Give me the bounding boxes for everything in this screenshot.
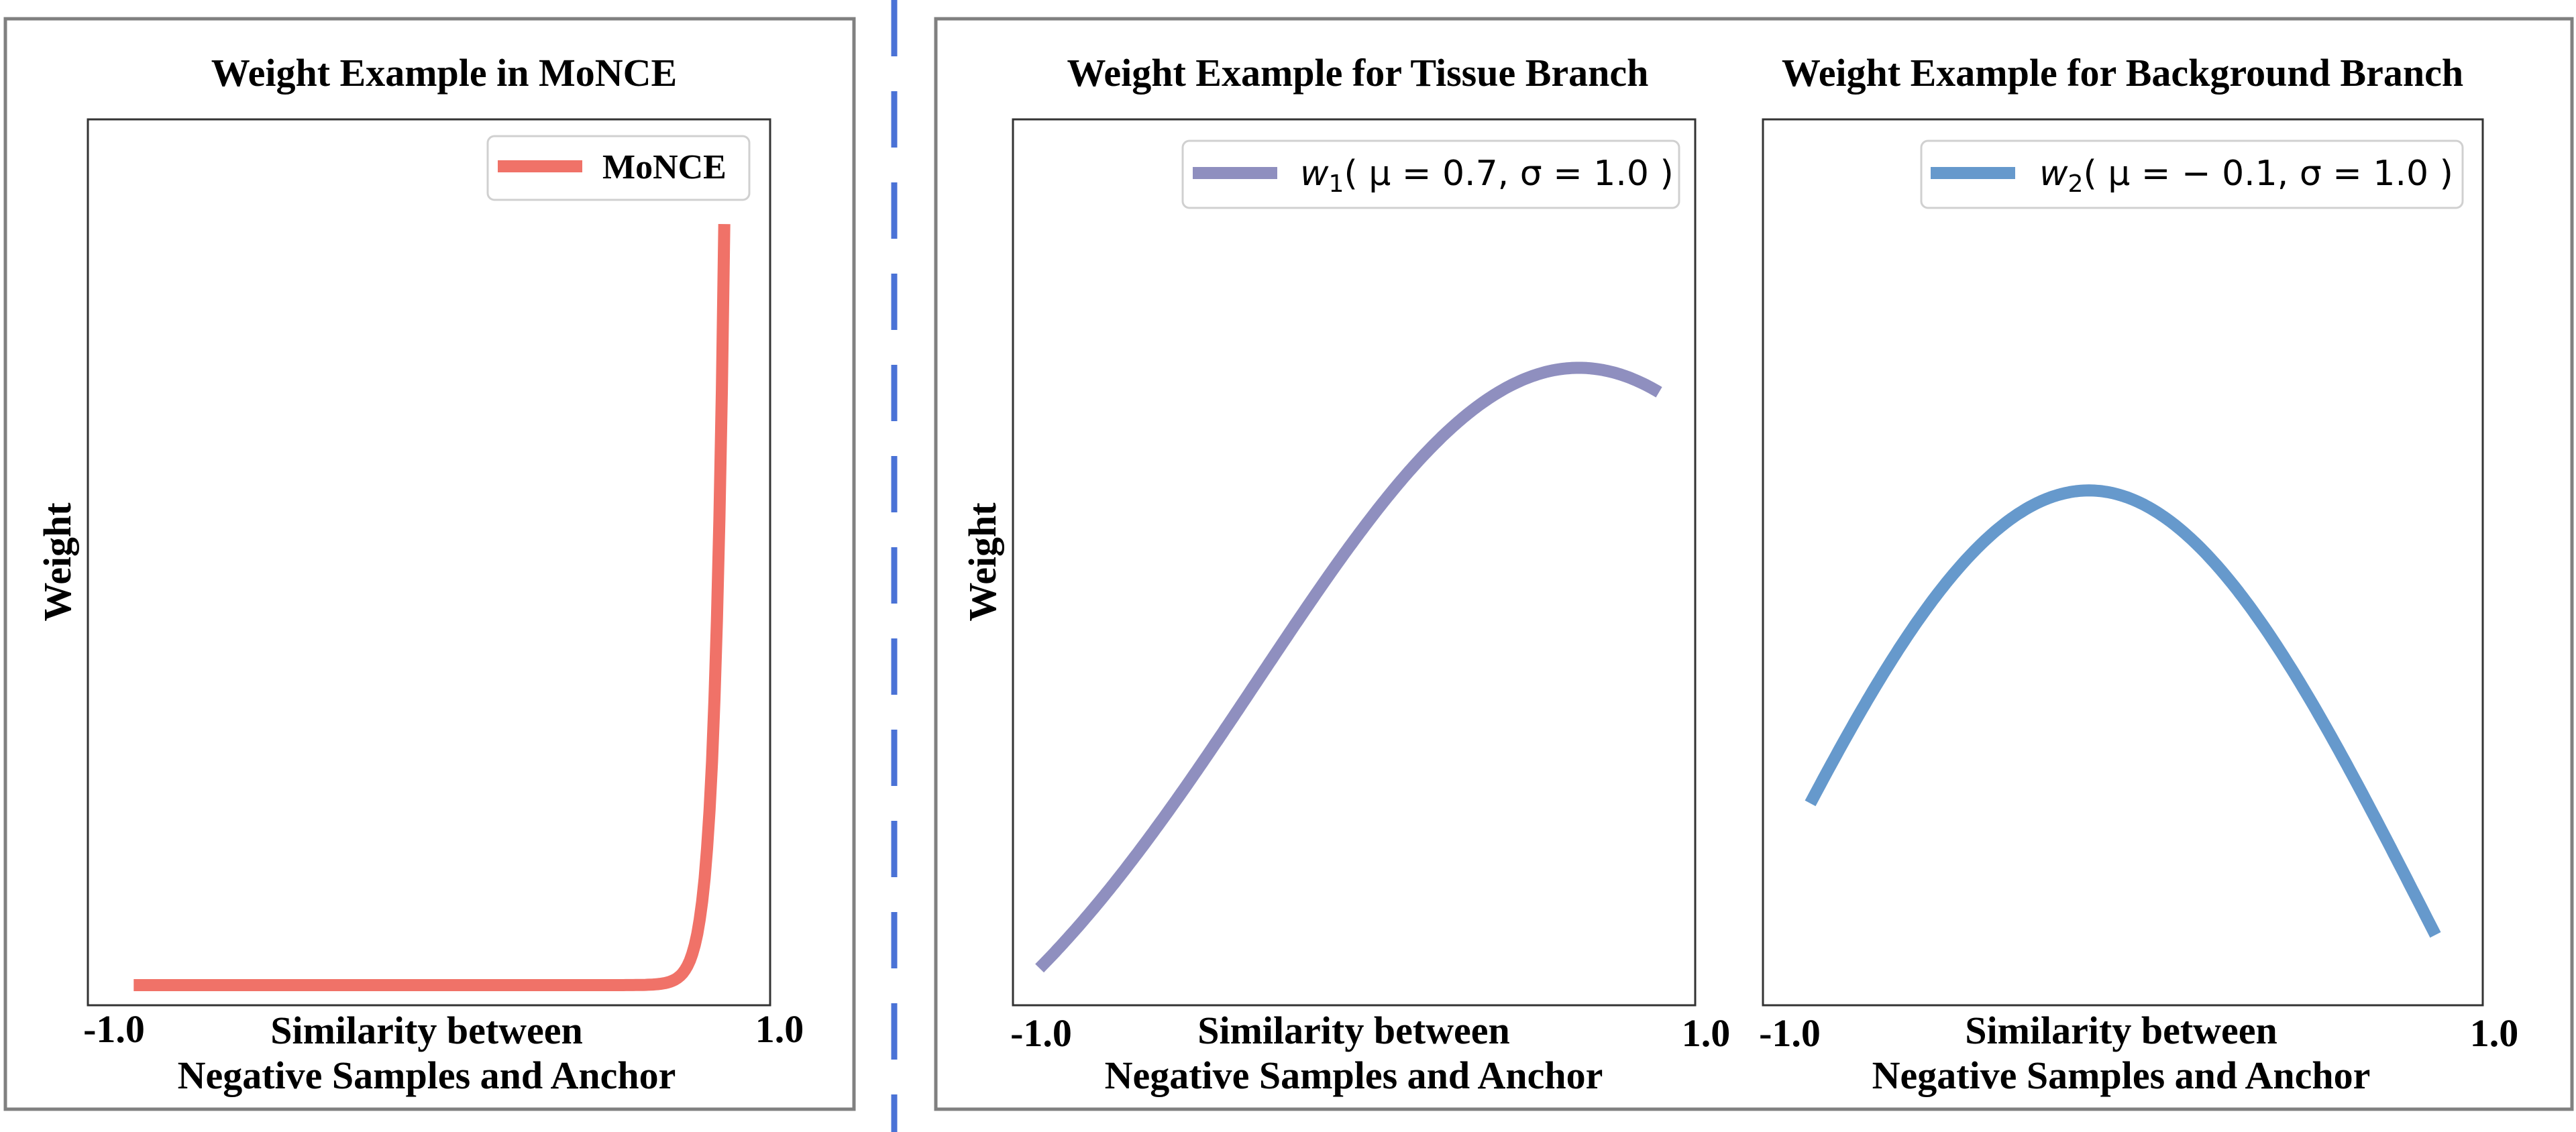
xlabel-line1-tissue: Similarity between — [1197, 1009, 1510, 1052]
legend-tissue: w1( μ = 0.7, σ = 1.0 ) — [1181, 139, 1680, 209]
xtick-min-monce: -1.0 — [83, 1007, 145, 1051]
legend-box-tissue — [1181, 139, 1680, 209]
legend-sub-w1: 1 — [1329, 170, 1344, 198]
chart-title-tissue: Weight Example for Tissue Branch — [1067, 51, 1649, 95]
xlabel-line2-tissue: Negative Samples and Anchor — [1105, 1054, 1603, 1097]
series-line-monce — [129, 223, 731, 991]
legend-params-w2: ( μ = − 0.1, σ = 1.0 ) — [2083, 154, 2453, 194]
xlabel-line2-background: Negative Samples and Anchor — [1872, 1054, 2371, 1097]
legend-label-monce: MoNCE — [602, 148, 727, 186]
legend-label-w2: w2( μ = − 0.1, σ = 1.0 ) — [2039, 154, 2453, 198]
xtick-max-background: 1.0 — [2470, 1011, 2519, 1055]
chart-tissue: Weight Example for Tissue Branch w1( μ =… — [961, 51, 1730, 1097]
right-panel-frame — [934, 17, 2574, 1111]
plot-area-background — [1762, 118, 2484, 1007]
legend-sub-w2: 2 — [2068, 170, 2084, 198]
xlabel-line2-monce: Negative Samples and Anchor — [178, 1054, 676, 1097]
chart-monce: Weight Example in MoNCE MoNCE -1.0 1.0 S… — [36, 51, 804, 1097]
legend-var-w1: w — [1300, 154, 1329, 194]
xtick-max-monce: 1.0 — [755, 1007, 804, 1051]
ylabel-tissue: Weight — [961, 502, 1004, 622]
xlabel-line1-background: Similarity between — [1965, 1009, 2277, 1052]
legend-box-background — [1920, 139, 2464, 209]
chart-background: Weight Example for Background Branch w2(… — [1759, 51, 2518, 1097]
series-line-w1 — [1035, 361, 1663, 973]
xtick-min-background: -1.0 — [1759, 1011, 1821, 1055]
left-panel-frame — [3, 17, 856, 1111]
chart-title-monce: Weight Example in MoNCE — [211, 51, 677, 95]
plot-area-monce — [87, 118, 771, 1007]
legend-monce: MoNCE — [486, 135, 751, 201]
legend-params-w1: ( μ = 0.7, σ = 1.0 ) — [1344, 154, 1673, 194]
xlabel-line1-monce: Similarity between — [270, 1009, 583, 1052]
legend-var-w2: w — [2039, 154, 2068, 194]
ylabel-monce: Weight — [36, 502, 79, 622]
chart-title-background: Weight Example for Background Branch — [1782, 51, 2463, 95]
legend-label-w1: w1( μ = 0.7, σ = 1.0 ) — [1300, 154, 1674, 198]
xtick-min-tissue: -1.0 — [1010, 1011, 1072, 1055]
xtick-max-tissue: 1.0 — [1682, 1011, 1731, 1055]
plot-area-tissue — [1012, 118, 1697, 1007]
legend-box-monce — [486, 135, 751, 201]
series-line-w2 — [1805, 484, 2441, 938]
legend-background: w2( μ = − 0.1, σ = 1.0 ) — [1920, 139, 2464, 209]
